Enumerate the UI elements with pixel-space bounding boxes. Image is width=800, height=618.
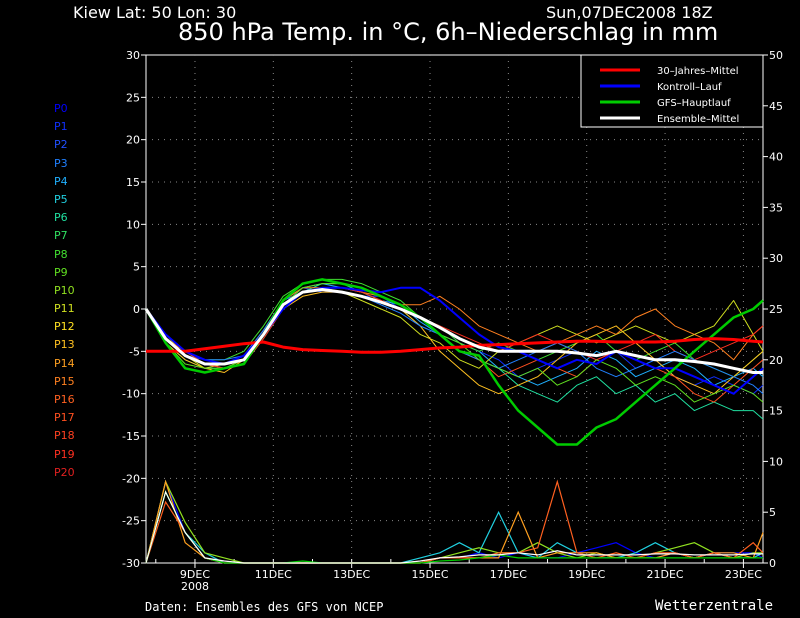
member-label: P4 — [54, 174, 68, 188]
legend-label: Ensemble–Mittel — [657, 114, 739, 125]
y2-tick-label: 30 — [769, 252, 783, 265]
member-label: P8 — [54, 247, 68, 261]
y-tick-label: -10 — [122, 388, 140, 401]
plot-frame — [145, 54, 764, 564]
y-tick-label: -20 — [122, 472, 140, 485]
x-axis: 9DEC 11DEC 13DEC 15DEC 17DEC 19DEC 21DEC 23DEC 2… — [155, 559, 762, 593]
series-line — [144, 278, 764, 446]
location-label: Kiew Lat: 50 Lon: 30 — [73, 3, 237, 22]
x-tick-label: 11DEC — [255, 568, 292, 581]
legend-box — [580, 54, 764, 128]
series-line — [145, 286, 764, 395]
y-left-axis: -30 -25 -20 -15 -10 -5 0 5 10 15 20 25 30 — [122, 49, 146, 570]
data-source-label: Daten: Ensembles des GFS von NCEP — [145, 600, 384, 614]
member-label: P18 — [54, 429, 75, 443]
y2-tick-label: 10 — [769, 455, 783, 468]
legend-label: GFS–Hauptlauf — [657, 98, 731, 109]
y2-tick-label: 35 — [769, 201, 783, 214]
y2-tick-label: 25 — [769, 303, 783, 316]
member-label: P5 — [54, 192, 68, 206]
y-tick-label: 30 — [126, 49, 140, 62]
y-tick-label: 15 — [126, 176, 140, 189]
member-label: P1 — [54, 120, 68, 134]
y-tick-label: 5 — [133, 261, 140, 274]
y-tick-label: 10 — [126, 218, 140, 231]
x-tick-label: 15DEC — [411, 568, 448, 581]
y2-tick-label: 45 — [769, 100, 783, 113]
member-label: P7 — [54, 229, 68, 243]
ensemble-member-list: P0 P1 P2 P3 P4 P5 P6 P7 P8 P9 P10 P11 P12 P13 P14 P15 P1… — [54, 100, 75, 482]
member-label: P10 — [54, 283, 75, 297]
x-tick-label: 19DEC — [568, 568, 605, 581]
x-year-label: 2008 — [181, 580, 209, 593]
precipitation-series — [145, 479, 764, 564]
brand-label: Wetterzentrale — [655, 598, 774, 614]
member-label: P17 — [54, 411, 75, 425]
y-tick-label: 25 — [126, 91, 140, 104]
member-label: P13 — [54, 338, 75, 352]
x-tick-label: 17DEC — [490, 568, 527, 581]
member-label: P12 — [54, 320, 75, 334]
y2-tick-label: 5 — [769, 506, 776, 519]
y-tick-label: 0 — [133, 303, 140, 316]
member-label: P6 — [54, 211, 68, 225]
y2-tick-label: 15 — [769, 405, 783, 418]
x-tick-label: 13DEC — [333, 568, 370, 581]
temperature-series — [144, 278, 764, 446]
x-tick-label: 9DEC — [180, 568, 210, 581]
member-label: P19 — [54, 447, 75, 461]
series-line — [146, 337, 764, 354]
y-tick-label: -15 — [122, 430, 140, 443]
member-label: P16 — [54, 393, 75, 406]
member-label: P15 — [54, 374, 75, 388]
precip-line — [145, 490, 763, 564]
run-date-label: Sun,07DEC2008 18Z — [546, 3, 713, 22]
member-label: P20 — [54, 465, 75, 479]
legend: 30–Jahres–Mittel Kontroll–Lauf GFS–Hauptla… — [580, 54, 764, 128]
y-tick-label: -25 — [122, 515, 140, 528]
y2-tick-label: 20 — [769, 354, 783, 367]
y-tick-label: -5 — [129, 345, 140, 358]
y2-tick-label: 40 — [769, 151, 783, 164]
y-right-axis: 0 5 10 15 20 25 30 35 40 45 50 — [763, 49, 783, 570]
y-tick-label: 20 — [126, 134, 140, 147]
y-tick-label: -30 — [122, 557, 140, 570]
member-label: P11 — [54, 302, 75, 316]
member-label: P0 — [54, 102, 68, 115]
legend-label: Kontroll–Lauf — [657, 82, 722, 93]
chart-title: 850 hPa Temp. in °C, 6h–Niederschlag in … — [178, 18, 719, 46]
x-tick-label: 21DEC — [647, 568, 684, 581]
legend-label: 30–Jahres–Mittel — [657, 66, 739, 77]
member-label: P3 — [54, 156, 68, 170]
member-label: P9 — [54, 265, 68, 279]
member-label: P14 — [54, 356, 75, 370]
y2-tick-label: 50 — [769, 49, 783, 62]
x-tick-label: 23DEC — [725, 568, 762, 581]
member-label: P2 — [54, 138, 68, 152]
y2-tick-label: 0 — [769, 557, 776, 570]
series-line — [144, 288, 763, 374]
